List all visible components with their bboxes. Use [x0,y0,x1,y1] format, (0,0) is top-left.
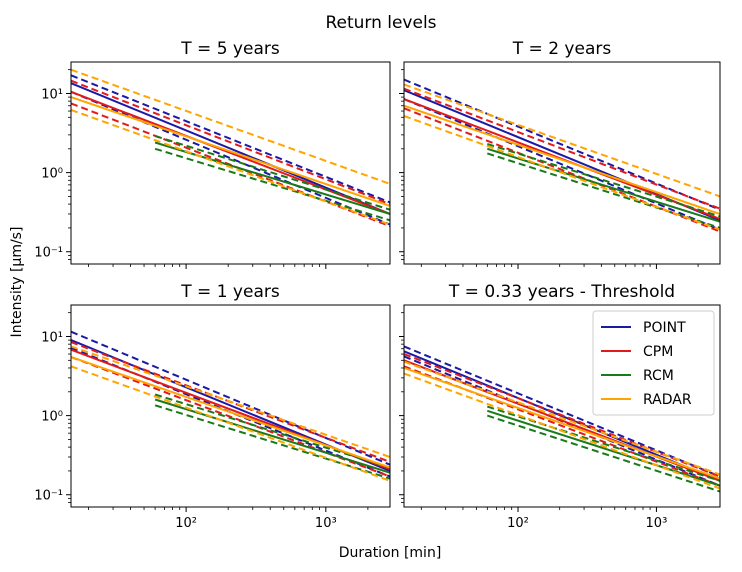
series-line-band [404,353,720,478]
panel-3: 10² 10³ 10⁻¹ 10⁰ 10¹ T = 1 years [34,282,391,531]
series-line-rcm [486,409,720,487]
x-tick-label: 10² [175,516,197,531]
y-tick-label: 10⁻¹ [34,246,63,261]
series-line-band [154,135,390,211]
x-tick-label: 10² [507,516,529,531]
series-line-cpm [71,90,390,215]
series-line-point [71,82,390,215]
panel-4: 10² 10³ T = 0.33 years - Threshold [399,282,721,531]
legend-frame [592,310,715,416]
series-line-band [71,365,390,482]
x-tick-label: 10³ [646,516,668,531]
y-tick-label: 10⁰ [41,167,63,182]
figure-suptitle: Return levels [325,13,436,33]
series-line-band [404,115,720,231]
series-line-rcm [154,398,390,474]
x-tick-label: 10³ [315,516,337,531]
axes-frame [403,61,721,265]
series-line-band [71,108,390,226]
series-line-band [71,68,390,185]
series-line-band [486,414,720,493]
y-tick-label: 10⁻¹ [34,489,63,504]
series-line-band [404,345,720,478]
panel-title: T = 2 years [512,39,612,59]
series-group [404,78,720,233]
series-group [71,330,390,482]
series-line-band [404,83,720,198]
series-group [404,345,720,493]
panel-title: T = 1 years [180,282,280,302]
series-line-band [71,330,390,466]
series-line-band [404,372,720,490]
panel-title: T = 0.33 years - Threshold [448,282,675,302]
series-line-band [71,90,390,226]
series-line-band [154,404,390,480]
series-line-band [71,356,390,478]
axes-frame [70,61,391,265]
series-line-band [404,78,720,211]
y-tick-label: 10¹ [41,330,63,345]
series-line-band [154,147,390,222]
series-line-band [486,405,720,482]
series-line-band [71,79,390,206]
legend-label: CPM [643,344,673,360]
axes-frame [403,304,721,508]
legend: POINT CPM RCM RADAR [592,310,715,416]
series-line-band [404,87,720,210]
series-line-band [71,345,390,458]
series-line-band [486,152,720,229]
figure-ylabel: Intensity [μm/s] [9,227,25,338]
series-line-rcm [487,147,720,223]
series-line-radar [71,356,390,469]
legend-label: RADAR [643,392,692,408]
axes-frame [70,304,391,508]
series-line-band [154,393,390,469]
panel-title: T = 5 years [180,39,280,59]
y-tick-label: 10¹ [41,87,63,102]
figure-xlabel: Duration [min] [339,545,442,561]
series-group [71,68,390,228]
series-line-band [71,74,390,204]
panel-1: 10⁻¹ 10⁰ 10¹ T = 5 years [34,39,391,269]
series-line-radar [404,104,720,215]
series-line-band [487,143,720,218]
y-tick-label: 10⁰ [41,410,63,425]
panel-2: T = 2 years [399,39,721,269]
legend-label: RCM [643,368,674,384]
series-line-band [404,98,720,231]
series-line-band [404,360,720,476]
series-line-rcm [154,141,390,215]
series-line-radar [404,367,720,480]
series-line-band [404,107,720,233]
legend-label: POINT [643,320,686,336]
series-line-radar [71,96,390,207]
